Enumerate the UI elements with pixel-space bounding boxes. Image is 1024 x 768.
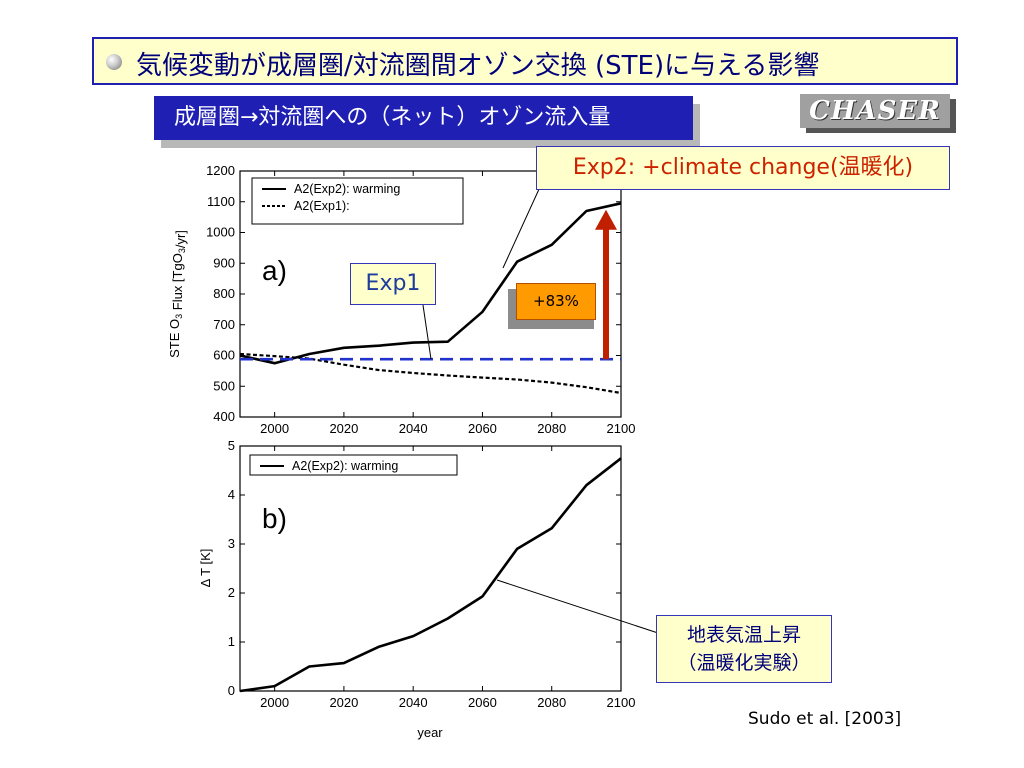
warming-note-box: 地表気温上昇 （温暖化実験） xyxy=(656,615,832,683)
y-tick-label: 1 xyxy=(228,634,235,649)
x-tick-label: 2020 xyxy=(329,421,358,436)
y-tick-label: 900 xyxy=(213,255,235,270)
warming-leader-line xyxy=(496,579,659,634)
exp1-label-box: Exp1 xyxy=(350,263,436,305)
x-axis-label: year xyxy=(417,725,443,740)
series-line-1 xyxy=(239,457,622,693)
x-tick-label: 2100 xyxy=(607,695,636,710)
subtitle-banner: 成層圏→対流圏への（ネット）オゾン流入量 xyxy=(154,96,693,140)
legend-label: A2(Exp2): warming xyxy=(294,182,400,196)
y-tick-label: 600 xyxy=(213,348,235,363)
panel-b: 2000 2020 2040 2060 2080 2100 0 1 2 3 4 5 A2(Exp2): … xyxy=(198,438,635,740)
x-tick-label: 2000 xyxy=(260,695,289,710)
series-line-1 xyxy=(239,202,622,365)
panel-label: b) xyxy=(262,503,287,534)
x-tick-label: 2060 xyxy=(468,421,497,436)
x-tick-label: 2000 xyxy=(260,421,289,436)
panel-label: a) xyxy=(262,255,287,286)
exp1-leader-line xyxy=(422,304,432,360)
increase-arrow-head xyxy=(595,209,617,230)
y-tick-label: 5 xyxy=(228,438,235,453)
y-tick-label: 500 xyxy=(213,378,235,393)
x-tick-label: 2100 xyxy=(607,421,636,436)
y-tick-label: 700 xyxy=(213,317,235,332)
x-tick-label: 2060 xyxy=(468,695,497,710)
legend-label: A2(Exp2): warming xyxy=(292,459,398,473)
slide-title-box: 気候変動が成層圏/対流圏間オゾン交換 (STE)に与える影響 xyxy=(92,37,958,85)
series-line-2 xyxy=(239,352,622,395)
y-tick-label: 3 xyxy=(228,536,235,551)
exp2-leader-line xyxy=(502,186,541,269)
slide-title: 気候変動が成層圏/対流圏間オゾン交換 (STE)に与える影響 xyxy=(136,51,820,81)
y-tick-label: 1000 xyxy=(206,225,235,240)
x-tick-label: 2040 xyxy=(399,421,428,436)
legend-box xyxy=(251,177,464,225)
legend-label: A2(Exp1): xyxy=(294,199,350,213)
y-tick-label: 0 xyxy=(228,683,235,698)
y-axis-label: Δ T [K] xyxy=(198,549,213,588)
plot-frame xyxy=(239,445,622,692)
chaser-logo: CHASER xyxy=(800,94,950,128)
y-tick-label: 1100 xyxy=(207,194,235,209)
citation: Sudo et al. [2003] xyxy=(748,709,902,729)
percent-label-box: +83% xyxy=(516,283,596,320)
warming-note-line1: 地表気温上昇 xyxy=(686,624,801,646)
y-tick-label: 4 xyxy=(228,487,235,502)
x-tick-label: 2080 xyxy=(537,421,566,436)
legend-box xyxy=(249,454,458,476)
annotation-overlay xyxy=(240,186,659,634)
y-axis-label: STE O3 Flux [TgO3/yr] xyxy=(167,230,188,358)
x-tick-label: 2040 xyxy=(399,695,428,710)
y-tick-label: 400 xyxy=(213,409,235,424)
x-tick-label: 2080 xyxy=(537,695,566,710)
y-tick-label: 800 xyxy=(213,286,235,301)
y-tick-label: 1200 xyxy=(206,163,235,178)
bullet-icon xyxy=(106,54,122,70)
exp2-label-box: Exp2: +climate change(温暖化) xyxy=(536,146,950,190)
x-tick-label: 2020 xyxy=(329,695,358,710)
y-tick-label: 2 xyxy=(228,585,235,600)
warming-note-line2: （温暖化実験） xyxy=(677,652,811,674)
